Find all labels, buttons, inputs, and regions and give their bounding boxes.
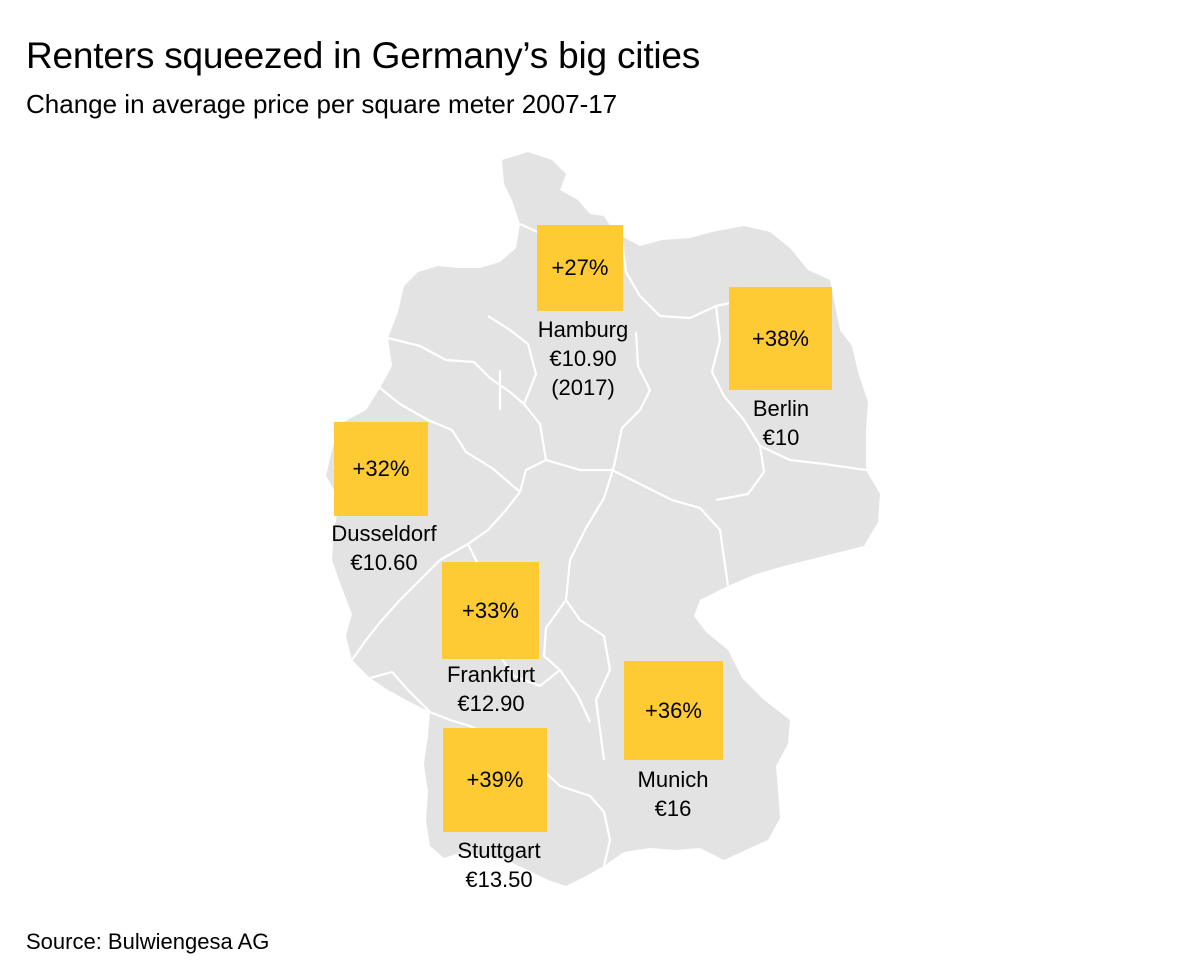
chart-title: Renters squeezed in Germany’s big cities (26, 35, 701, 76)
hamburg-change: +27% (551, 255, 609, 280)
munich-change-box: +36% (624, 661, 723, 760)
stuttgart-change: +39% (466, 767, 524, 792)
frankfurt-change-box: +33% (442, 562, 539, 659)
munich-name: Munich (637, 767, 709, 792)
stuttgart-label: Stuttgart €13.50 (457, 836, 540, 894)
dusseldorf-label: Dusseldorf €10.60 (331, 519, 436, 577)
hamburg-name: Hamburg (537, 317, 629, 342)
munich-price: €16 (654, 796, 692, 821)
hamburg-note: (2017) (551, 375, 615, 400)
chart-subtitle: Change in average price per square meter… (26, 89, 618, 119)
stuttgart-price: €13.50 (465, 867, 533, 892)
berlin-price: €10 (762, 425, 800, 450)
frankfurt-price: €12.90 (457, 691, 525, 716)
hamburg-change-box: +27% (537, 225, 623, 311)
source-note: Source: Bulwiengesa AG (26, 929, 270, 954)
dusseldorf-name: Dusseldorf (331, 521, 437, 546)
berlin-change-box: +38% (729, 287, 832, 390)
frankfurt-name: Frankfurt (446, 662, 536, 687)
stuttgart-name: Stuttgart (457, 838, 541, 863)
frankfurt-change: +33% (462, 597, 519, 623)
dusseldorf-change: +32% (352, 456, 410, 481)
dusseldorf-price: €10.60 (350, 550, 418, 575)
berlin-name: Berlin (752, 396, 810, 421)
hamburg-price: €10.90 (549, 346, 617, 371)
munich-change: +36% (645, 697, 702, 723)
frankfurt-label: Frankfurt €12.90 (447, 660, 535, 718)
hamburg-label: Hamburg €10.90 (2017) (538, 315, 628, 402)
berlin-label: Berlin €10 (753, 394, 809, 452)
berlin-change: +38% (752, 325, 809, 351)
dusseldorf-change-box: +32% (334, 422, 428, 516)
stuttgart-change-box: +39% (443, 728, 547, 832)
munich-label: Munich €16 (638, 765, 709, 823)
